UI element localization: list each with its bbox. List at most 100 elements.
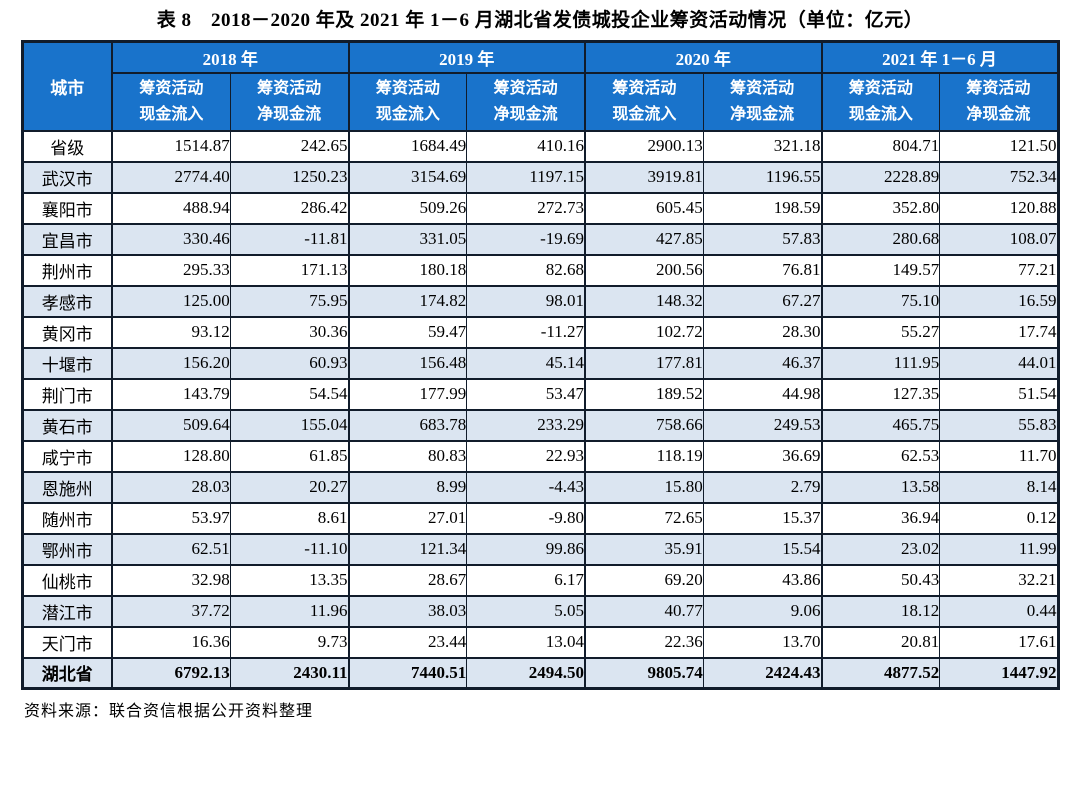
value-cell: 683.78 xyxy=(347,408,468,442)
value-cell: 249.53 xyxy=(702,408,823,442)
value-cell: 55.27 xyxy=(820,315,941,349)
table-row: 仙桃市 32.98 13.35 28.67 6.17 69.20 43.86 50.43 32.… xyxy=(21,563,1059,597)
value-cell: 272.73 xyxy=(466,191,586,225)
table-row: 咸宁市 128.80 61.85 80.83 22.93 118.19 36.69 62.53… xyxy=(21,439,1059,473)
net-cashflow-header: 筹资活动 净现金流 xyxy=(229,71,350,132)
city-cell: 黄冈市 xyxy=(21,315,113,349)
value-cell: 127.35 xyxy=(820,377,941,411)
value-cell: 1196.55 xyxy=(702,160,823,194)
city-cell: 黄石市 xyxy=(21,408,113,442)
value-cell: 1250.23 xyxy=(229,160,350,194)
value-cell: 125.00 xyxy=(110,284,231,318)
city-cell: 鄂州市 xyxy=(21,532,113,566)
value-cell: 7440.51 xyxy=(347,656,468,690)
value-cell: 28.30 xyxy=(702,315,823,349)
value-cell: 108.07 xyxy=(939,222,1059,256)
header-line: 现金流入 xyxy=(848,105,913,123)
value-cell: 53.97 xyxy=(110,501,231,535)
value-cell: 2900.13 xyxy=(583,129,704,163)
value-cell: 156.20 xyxy=(110,346,231,380)
value-cell: 2228.89 xyxy=(820,160,941,194)
header-group-row: 城市 2018 年 2019 年 2020 年 2021 年 1－6 月 xyxy=(21,40,1059,132)
header-line: 净现金流 xyxy=(966,105,1031,123)
value-cell: 509.64 xyxy=(110,408,231,442)
city-cell: 襄阳市 xyxy=(21,191,113,225)
header-line: 筹资活动 xyxy=(966,79,1031,97)
value-cell: 77.21 xyxy=(939,253,1059,287)
value-cell: 54.54 xyxy=(229,377,350,411)
value-cell: 11.96 xyxy=(229,594,350,628)
value-cell: 28.67 xyxy=(347,563,468,597)
value-cell: 148.32 xyxy=(583,284,704,318)
value-cell: 410.16 xyxy=(466,129,586,163)
value-cell: 605.45 xyxy=(583,191,704,225)
value-cell: 22.93 xyxy=(466,439,586,473)
value-cell: 75.95 xyxy=(229,284,350,318)
value-cell: 0.12 xyxy=(939,501,1059,535)
value-cell: 121.34 xyxy=(347,532,468,566)
year-group-header: 2018 年 xyxy=(111,40,349,74)
value-cell: 13.70 xyxy=(702,625,823,659)
table-row: 孝感市 125.00 75.95 174.82 98.01 148.32 67.27 75.1… xyxy=(21,284,1059,318)
year-group-header: 2020 年 xyxy=(584,40,822,74)
table-row: 荆门市 143.79 54.54 177.99 53.47 189.52 44.98 127.… xyxy=(21,377,1059,411)
value-cell: 98.01 xyxy=(466,284,586,318)
table-row: 黄石市 509.64 155.04 683.78 233.29 758.66 249.53 4… xyxy=(21,408,1059,442)
cash-inflow-header: 筹资活动 现金流入 xyxy=(110,71,231,132)
value-cell: 2494.50 xyxy=(466,656,586,690)
value-cell: 59.47 xyxy=(347,315,468,349)
value-cell: -11.81 xyxy=(229,222,350,256)
value-cell: 60.93 xyxy=(229,346,350,380)
city-cell: 仙桃市 xyxy=(21,563,113,597)
value-cell: 2774.40 xyxy=(110,160,231,194)
cash-inflow-header: 筹资活动 现金流入 xyxy=(347,71,468,132)
value-cell: 16.59 xyxy=(939,284,1059,318)
value-cell: 55.83 xyxy=(939,408,1059,442)
header-line: 筹资活动 xyxy=(139,79,204,97)
value-cell: 804.71 xyxy=(820,129,941,163)
value-cell: 1197.15 xyxy=(466,160,586,194)
value-cell: 3154.69 xyxy=(347,160,468,194)
value-cell: 3919.81 xyxy=(583,160,704,194)
value-cell: 758.66 xyxy=(583,408,704,442)
value-cell: 40.77 xyxy=(583,594,704,628)
header-line: 现金流入 xyxy=(139,105,204,123)
value-cell: 15.80 xyxy=(583,470,704,504)
header-line: 现金流入 xyxy=(375,105,440,123)
table-header: 城市 2018 年 2019 年 2020 年 2021 年 1－6 月筹资活动 现金流入… xyxy=(21,40,1059,132)
value-cell: 45.14 xyxy=(466,346,586,380)
value-cell: 11.99 xyxy=(939,532,1059,566)
value-cell: 62.53 xyxy=(820,439,941,473)
city-cell: 咸宁市 xyxy=(21,439,113,473)
value-cell: 149.57 xyxy=(820,253,941,287)
header-line: 现金流入 xyxy=(612,105,677,123)
value-cell: 82.68 xyxy=(466,253,586,287)
value-cell: 465.75 xyxy=(820,408,941,442)
value-cell: 5.05 xyxy=(466,594,586,628)
value-cell: 198.59 xyxy=(702,191,823,225)
header-line: 筹资活动 xyxy=(848,79,913,97)
city-column-header: 城市 xyxy=(21,40,113,132)
value-cell: 8.14 xyxy=(939,470,1059,504)
value-cell: -9.80 xyxy=(466,501,586,535)
net-cashflow-header: 筹资活动 净现金流 xyxy=(939,71,1059,132)
value-cell: -19.69 xyxy=(466,222,586,256)
value-cell: 32.21 xyxy=(939,563,1059,597)
value-cell: 69.20 xyxy=(583,563,704,597)
table-row: 黄冈市 93.12 30.36 59.47 -11.27 102.72 28.30 55.27… xyxy=(21,315,1059,349)
net-cashflow-header: 筹资活动 净现金流 xyxy=(702,71,823,132)
value-cell: 36.69 xyxy=(702,439,823,473)
value-cell: 286.42 xyxy=(229,191,350,225)
city-cell: 恩施州 xyxy=(21,470,113,504)
value-cell: 2.79 xyxy=(702,470,823,504)
value-cell: 120.88 xyxy=(939,191,1059,225)
value-cell: 28.03 xyxy=(110,470,231,504)
city-cell: 孝感市 xyxy=(21,284,113,318)
city-cell: 随州市 xyxy=(21,501,113,535)
value-cell: 9805.74 xyxy=(583,656,704,690)
value-cell: 32.98 xyxy=(110,563,231,597)
value-cell: 53.47 xyxy=(466,377,586,411)
table-row: 宜昌市 330.46 -11.81 331.05 -19.69 427.85 57.83 28… xyxy=(21,222,1059,256)
value-cell: 156.48 xyxy=(347,346,468,380)
